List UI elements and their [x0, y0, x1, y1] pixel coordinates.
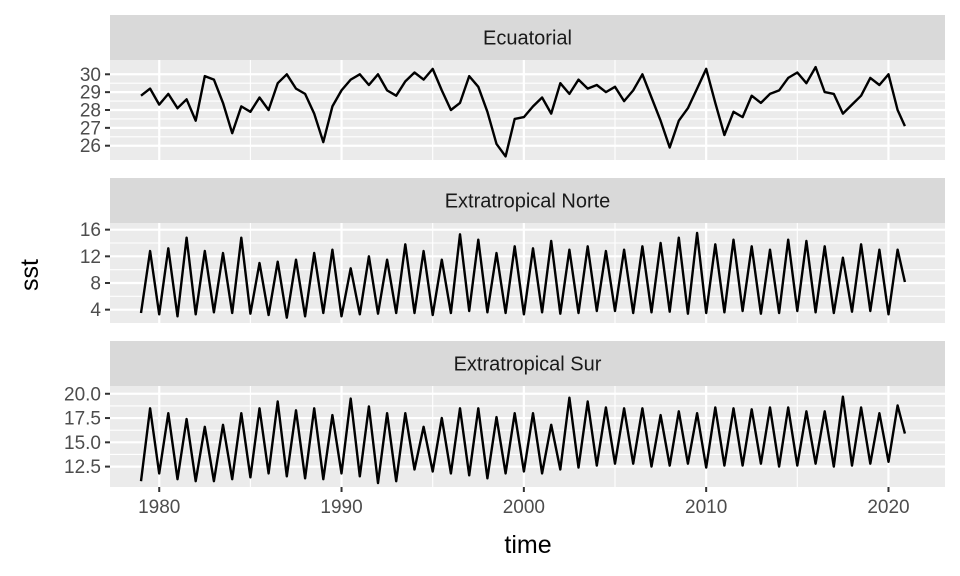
y-tick-label: 8: [90, 274, 101, 295]
series-line: [139, 395, 907, 485]
facet-title: Extratropical Sur: [454, 354, 602, 376]
x-tick-label: 1990: [320, 497, 362, 518]
facet-strip: [110, 178, 945, 223]
series-line: [139, 231, 907, 319]
y-tick-label: 29: [80, 83, 101, 104]
y-tick-label: 26: [80, 136, 101, 157]
y-tick-label: 17.5: [64, 409, 101, 430]
y-tick-label: 12: [80, 247, 101, 268]
x-tick-label: 2000: [503, 497, 545, 518]
y-tick-label: 16: [80, 220, 101, 241]
y-tick-label: 30: [80, 65, 101, 86]
y-tick-label: 20.0: [64, 384, 101, 405]
x-axis-title: time: [504, 531, 551, 559]
x-tick-label: 2010: [685, 497, 727, 518]
facet-title: Extratropical Norte: [445, 191, 611, 213]
y-tick-label: 15.0: [64, 433, 101, 454]
panel-background: [110, 223, 945, 323]
facet-strip: [110, 341, 945, 386]
x-tick-label: 2020: [867, 497, 909, 518]
panel-2: Extratropical Norte 4 8 12 16: [80, 178, 945, 323]
panel-3: Extratropical Sur 12.5 15.0 17.5 20.0: [64, 341, 945, 487]
facet-strip: [110, 15, 945, 60]
y-tick-label: 28: [80, 101, 101, 122]
y-tick-label: 27: [80, 118, 101, 139]
facet-title: Ecuatorial: [483, 28, 572, 50]
y-tick-label: 12.5: [64, 457, 101, 478]
y-axis-title: sst: [16, 259, 44, 291]
series-line: [140, 65, 906, 158]
x-tick-label: 1980: [138, 497, 180, 518]
x-axis: 1980 1990 2000 2010 2020: [138, 487, 910, 518]
y-tick-label: 4: [90, 300, 101, 321]
